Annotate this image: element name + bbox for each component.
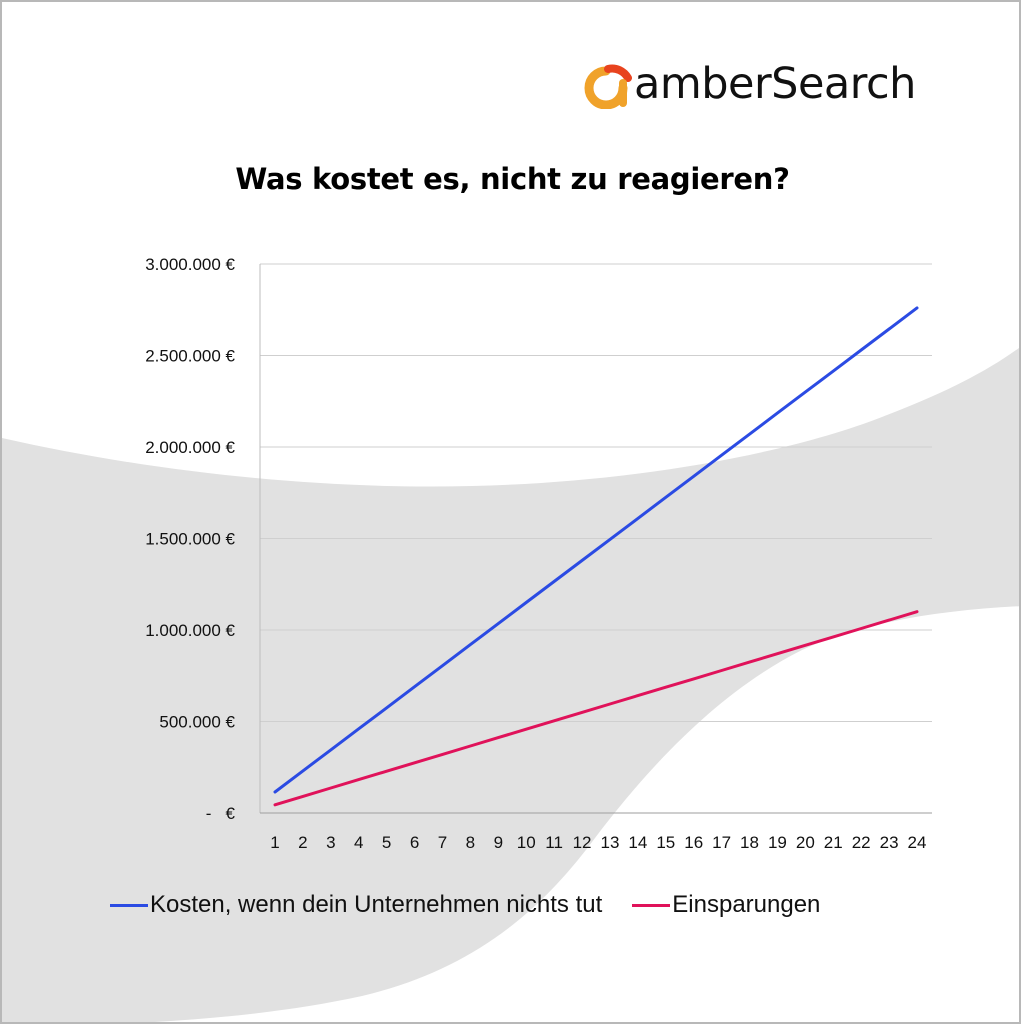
x-tick-label: 13 (600, 833, 619, 852)
x-tick-label: 2 (298, 833, 307, 852)
y-tick-label: 2.500.000 € (145, 347, 235, 366)
x-tick-label: 1 (270, 833, 279, 852)
x-tick-label: 10 (517, 833, 536, 852)
x-tick-label: 14 (628, 833, 647, 852)
x-tick-label: 12 (573, 833, 592, 852)
legend-item-costs: Kosten, wenn dein Unternehmen nichts tut (110, 891, 602, 919)
legend-item-savings: Einsparungen (632, 891, 820, 919)
y-tick-label: 2.000.000 € (145, 438, 235, 457)
series-line-savings (273, 610, 919, 807)
x-tick-label: 23 (880, 833, 899, 852)
x-tick-label: 17 (712, 833, 731, 852)
x-tick-label: 21 (824, 833, 843, 852)
legend-label-costs: Kosten, wenn dein Unternehmen nichts tut (150, 891, 603, 918)
x-tick-label: 4 (354, 833, 363, 852)
x-tick-label: 7 (438, 833, 447, 852)
x-tick-label: 18 (740, 833, 759, 852)
x-tick-label: 5 (382, 833, 391, 852)
x-tick-label: 8 (466, 833, 475, 852)
y-tick-label: 500.000 € (159, 713, 235, 732)
x-tick-label: 3 (326, 833, 335, 852)
legend-label-savings: Einsparungen (672, 891, 821, 918)
chart-title: Was kostet es, nicht zu reagieren? (235, 162, 790, 196)
series-line-costs (273, 306, 919, 794)
amber-logo-icon (584, 64, 632, 109)
y-tick-label: 1.000.000 € (145, 621, 235, 640)
x-tick-label: 19 (768, 833, 787, 852)
chart-legend: Kosten, wenn dein Unternehmen nichts tut… (110, 887, 820, 923)
x-tick-label: 11 (545, 833, 563, 852)
x-tick-label: 22 (852, 833, 871, 852)
x-tick-label: 6 (410, 833, 419, 852)
y-tick-label: 3.000.000 € (145, 255, 235, 274)
brand-logo: amberSearch (582, 54, 916, 114)
background-wave-shape (2, 347, 1019, 1022)
x-tick-label: 16 (684, 833, 703, 852)
legend-swatch-savings (632, 903, 671, 907)
x-tick-label: 24 (908, 833, 927, 852)
legend-swatch-costs (110, 903, 148, 907)
x-tick-label: 9 (494, 833, 503, 852)
y-tick-label: 1.500.000 € (145, 530, 235, 549)
y-tick-label: - € (206, 804, 236, 823)
x-tick-label: 20 (796, 833, 815, 852)
x-tick-label: 15 (656, 833, 675, 852)
brand-name: amberSearch (634, 58, 916, 109)
